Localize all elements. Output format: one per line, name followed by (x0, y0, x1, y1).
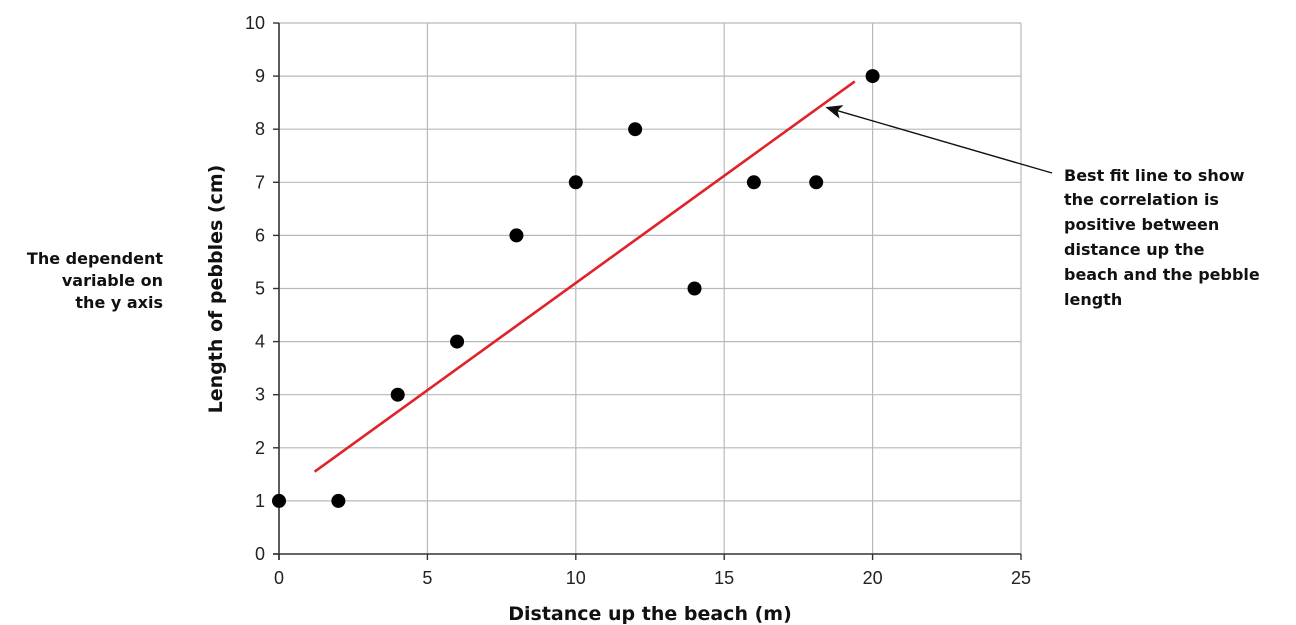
y-tick-label: 10 (245, 13, 265, 33)
x-tick-label: 5 (422, 568, 432, 588)
left-note-line: The dependent (27, 249, 163, 268)
data-point (272, 493, 286, 508)
data-point (809, 175, 824, 190)
data-point (568, 175, 583, 190)
right-note-line: the correlation is (1064, 190, 1219, 209)
annotation-arrow (825, 105, 1053, 174)
y-tick-label: 5 (255, 279, 265, 299)
right-note-line: beach and the pebble (1064, 265, 1260, 284)
y-tick-label: 6 (255, 225, 265, 245)
y-tick-label: 8 (255, 119, 265, 139)
data-point (390, 387, 405, 402)
data-point (331, 493, 346, 508)
axes (273, 22, 1022, 560)
data-point (450, 334, 465, 349)
y-tick-label: 7 (255, 172, 265, 192)
tick-labels: 0 1 2 3 4 5 6 7 8 9 10 0 5 10 15 20 25 (245, 13, 1031, 588)
y-axis-title: Length of pebbles (cm) (205, 165, 227, 414)
arrow-line (825, 105, 1053, 174)
y-tick-label: 4 (255, 332, 265, 352)
right-note-line: distance up the (1064, 240, 1205, 259)
x-tick-label: 25 (1011, 568, 1031, 588)
right-note-line: length (1064, 290, 1122, 309)
right-annotation: Best fit line to show the correlation is… (1064, 166, 1260, 309)
y-tick-label: 1 (255, 491, 265, 511)
best-fit-line-group (313, 80, 856, 473)
x-tick-label: 20 (863, 568, 883, 588)
right-note-line: positive between (1064, 215, 1219, 234)
x-tick-label: 10 (566, 568, 586, 588)
data-point (865, 69, 880, 84)
left-note-line: variable on (62, 271, 163, 290)
x-tick-label: 0 (274, 568, 284, 588)
data-point (687, 281, 702, 296)
y-tick-label: 2 (255, 438, 265, 458)
data-points (272, 69, 880, 508)
data-point (746, 175, 761, 190)
x-tick-label: 15 (714, 568, 734, 588)
y-tick-label: 0 (255, 544, 265, 564)
data-point (628, 122, 643, 137)
best-fit-line (313, 80, 856, 473)
y-tick-label: 3 (255, 385, 265, 405)
x-axis-title: Distance up the beach (m) (508, 603, 792, 625)
left-annotation: The dependent variable on the y axis (27, 249, 163, 312)
grid (279, 22, 1022, 554)
right-note-line: Best fit line to show (1064, 166, 1245, 185)
data-point (509, 228, 524, 243)
y-tick-label: 9 (255, 66, 265, 86)
left-note-line: the y axis (75, 293, 163, 312)
